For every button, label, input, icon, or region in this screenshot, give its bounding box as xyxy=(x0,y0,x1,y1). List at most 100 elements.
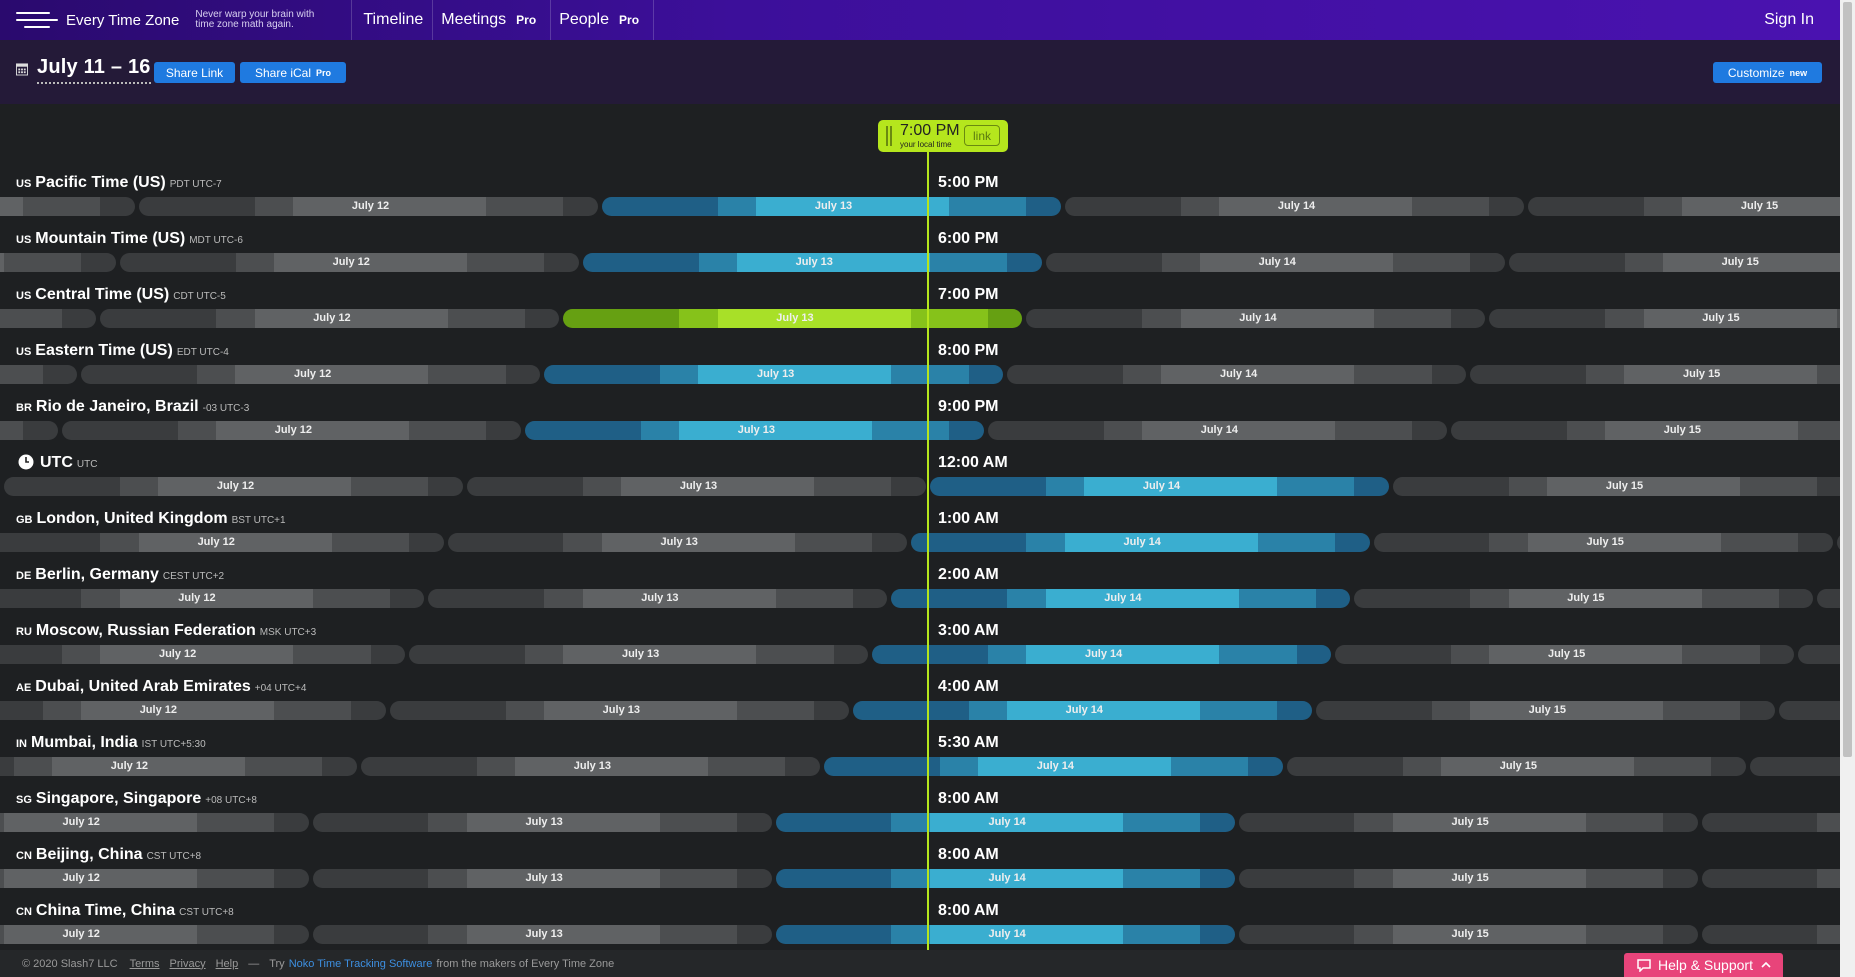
day-segment[interactable]: July 13 xyxy=(582,253,1042,272)
day-segment[interactable]: July 12 xyxy=(81,365,541,384)
day-segment[interactable]: July 11 xyxy=(0,253,116,272)
day-segment[interactable]: July 13 xyxy=(389,701,849,720)
day-segment[interactable]: July 14 xyxy=(775,925,1235,944)
timezone-label[interactable]: DE Berlin, Germany CEST UTC+2 xyxy=(16,566,224,584)
nav-meetings[interactable]: Meetings Pro xyxy=(433,0,552,40)
day-segment[interactable]: July 14 xyxy=(852,701,1312,720)
day-segment[interactable]: July 13 xyxy=(524,421,984,440)
day-segment[interactable]: July 14 xyxy=(1007,365,1467,384)
timezone-label[interactable]: SG Singapore, Singapore +08 UTC+8 xyxy=(16,790,257,808)
day-segment[interactable]: July 14 xyxy=(1045,253,1505,272)
day-segment[interactable]: July 16 xyxy=(1817,589,1840,608)
day-segment[interactable]: July 12 xyxy=(119,253,579,272)
timezone-row[interactable]: DE Berlin, Germany CEST UTC+2 2:00 AM July 1… xyxy=(0,560,1840,616)
day-segment[interactable]: July 14 xyxy=(775,813,1235,832)
timezone-row[interactable]: GB London, United Kingdom BST UTC+1 1:00 AM… xyxy=(0,504,1840,560)
day-bar[interactable]: July 12 July 13 July 14 July 15 July 16 xyxy=(0,757,1840,776)
menu-icon[interactable] xyxy=(16,9,58,31)
day-segment[interactable]: July 15 xyxy=(1393,477,1840,496)
day-segment[interactable]: July 12 xyxy=(0,813,309,832)
nav-people[interactable]: People Pro xyxy=(551,0,655,40)
day-segment[interactable]: July 14 xyxy=(823,757,1283,776)
day-segment[interactable]: July 12 xyxy=(100,309,560,328)
current-time-badge[interactable]: 7:00 PM your local time link xyxy=(878,120,1008,152)
day-bar[interactable]: July 12 July 13 July 14 July 15 July 16 xyxy=(0,925,1840,944)
help-support-button[interactable]: Help & Support xyxy=(1624,953,1783,977)
help-link[interactable]: Help xyxy=(215,957,239,970)
day-segment[interactable]: July 13 xyxy=(312,925,772,944)
day-segment[interactable]: July 13 xyxy=(409,645,869,664)
day-segment[interactable]: July 12 xyxy=(0,869,309,888)
day-segment[interactable]: July 16 xyxy=(1701,925,1840,944)
day-segment[interactable]: July 14 xyxy=(891,589,1351,608)
day-segment[interactable]: July 16 xyxy=(1701,813,1840,832)
day-segment[interactable]: July 11 xyxy=(0,309,97,328)
day-segment[interactable]: July 12 xyxy=(0,645,406,664)
day-segment[interactable]: July 11 xyxy=(0,197,136,216)
day-segment[interactable]: July 15 xyxy=(1238,869,1698,888)
timezone-label[interactable]: IN Mumbai, India IST UTC+5:30 xyxy=(16,734,206,752)
timezone-row[interactable]: US Central Time (US) CDT UTC-5 7:00 PM July … xyxy=(0,280,1840,336)
day-bar[interactable]: July 12 July 13 July 14 July 15 July 16 xyxy=(0,813,1840,832)
current-time-line[interactable] xyxy=(927,145,929,950)
day-bar[interactable]: July 12 July 13 July 14 July 15 July 16 xyxy=(0,589,1840,608)
day-segment[interactable]: July 15 xyxy=(1528,197,1840,216)
day-segment[interactable]: July 14 xyxy=(910,533,1370,552)
day-segment[interactable]: July 14 xyxy=(775,869,1235,888)
day-segment[interactable]: July 15 xyxy=(1238,813,1698,832)
nav-timeline[interactable]: Timeline xyxy=(352,0,434,40)
timezone-label[interactable]: AE Dubai, United Arab Emirates +04 UTC+4 xyxy=(16,678,306,696)
day-segment[interactable]: July 15 xyxy=(1450,421,1840,440)
terms-link[interactable]: Terms xyxy=(129,957,160,970)
scrollbar-thumb[interactable] xyxy=(1843,2,1852,757)
timezone-row[interactable]: CN China Time, China CST UTC+8 8:00 AM July … xyxy=(0,896,1840,952)
scrollbar[interactable] xyxy=(1840,0,1855,977)
day-segment[interactable]: July 16 xyxy=(1836,533,1840,552)
day-bar[interactable]: July 12 July 13 July 14 July 15 July 16 xyxy=(0,645,1840,664)
timezone-label[interactable]: BR Rio de Janeiro, Brazil -03 UTC-3 xyxy=(16,398,249,416)
day-segment[interactable]: July 12 xyxy=(0,701,386,720)
day-segment[interactable]: July 12 xyxy=(0,925,309,944)
timezone-label[interactable]: RU Moscow, Russian Federation MSK UTC+3 xyxy=(16,622,316,640)
brand-name[interactable]: Every Time Zone xyxy=(66,11,180,29)
timezone-row[interactable]: RU Moscow, Russian Federation MSK UTC+3 3:0… xyxy=(0,616,1840,672)
day-segment[interactable]: July 15 xyxy=(1335,645,1795,664)
day-segment[interactable]: July 13 xyxy=(360,757,820,776)
day-segment[interactable]: July 13 xyxy=(312,813,772,832)
day-segment[interactable]: July 15 xyxy=(1470,365,1840,384)
day-segment[interactable]: July 11 xyxy=(0,421,58,440)
day-segment[interactable]: July 16 xyxy=(1701,869,1840,888)
timezone-row[interactable]: US Pacific Time (US) PDT UTC-7 5:00 PM July … xyxy=(0,168,1840,224)
brand[interactable]: Every Time Zone Never warp your brain wi… xyxy=(0,0,353,40)
day-bar[interactable]: July 12 July 13 July 14 July 15 July 16 xyxy=(0,533,1840,552)
day-segment[interactable]: July 12 xyxy=(61,421,521,440)
day-segment[interactable]: July 15 xyxy=(1315,701,1775,720)
day-segment[interactable]: July 12 xyxy=(139,197,599,216)
privacy-link[interactable]: Privacy xyxy=(169,957,206,970)
date-range[interactable]: July 11 – 16 xyxy=(37,56,151,84)
day-segment[interactable]: July 11 xyxy=(0,365,78,384)
timezone-label[interactable]: CN China Time, China CST UTC+8 xyxy=(16,902,234,920)
drag-handle-icon[interactable] xyxy=(886,126,892,146)
timezone-label[interactable]: US Eastern Time (US) EDT UTC-4 xyxy=(16,342,229,360)
day-segment[interactable]: July 15 xyxy=(1354,589,1814,608)
day-segment[interactable]: July 15 xyxy=(1489,309,1840,328)
customize-button[interactable]: Customize new xyxy=(1713,62,1822,83)
day-segment[interactable]: July 13 xyxy=(312,869,772,888)
day-segment[interactable]: July 13 xyxy=(602,197,1062,216)
day-segment[interactable]: July 16 xyxy=(1749,757,1840,776)
day-segment[interactable]: July 12 xyxy=(0,589,425,608)
timezone-label[interactable]: GB London, United Kingdom BST UTC+1 xyxy=(16,510,286,528)
day-segment[interactable]: July 13 xyxy=(563,309,1023,328)
day-segment[interactable]: July 15 xyxy=(1286,757,1746,776)
time-link-button[interactable]: link xyxy=(964,125,1000,146)
day-segment[interactable]: July 13 xyxy=(544,365,1004,384)
timezone-label[interactable]: US Mountain Time (US) MDT UTC-6 xyxy=(16,230,243,248)
day-segment[interactable]: July 13 xyxy=(428,589,888,608)
day-segment[interactable]: July 14 xyxy=(1026,309,1486,328)
